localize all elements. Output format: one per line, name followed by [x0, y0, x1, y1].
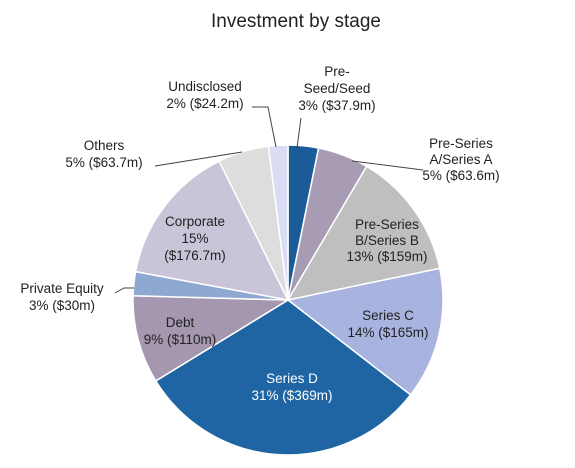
leader-series-a [351, 160, 424, 171]
label-pre-seed-line: Seed/Seed [304, 81, 371, 96]
label-corporate-line: Corporate [165, 214, 225, 229]
label-pre-seed-line: Pre- [324, 64, 350, 79]
leader-private-equity [114, 287, 134, 294]
pie-slice-debt [132, 295, 291, 382]
pie-slices [132, 144, 444, 456]
label-series-b-line: Pre-Series [355, 217, 419, 232]
label-series-b: Pre-Series B/Series B 13% ($159m) [346, 217, 427, 264]
label-debt: Debt 9% ($110m) [144, 315, 217, 347]
label-others-line: 5% ($63.7m) [65, 155, 142, 170]
label-series-d-line: 31% ($369m) [251, 388, 332, 403]
label-series-b-line: B/Series B [355, 233, 419, 248]
label-undisclosed-line: 2% ($24.2m) [166, 96, 243, 111]
label-series-a-line: Pre-Series [429, 136, 493, 151]
label-debt-line: 9% ($110m) [144, 332, 217, 347]
label-series-a-line: A/Series A [429, 152, 492, 167]
label-series-d-line: Series D [266, 371, 318, 386]
pie-slice-corporate [134, 160, 290, 302]
label-private-equity-line: 3% ($30m) [29, 298, 95, 313]
label-private-equity-line: Private Equity [20, 281, 104, 296]
pie-slice-pre-series-b-series-b [286, 165, 441, 302]
label-series-c-line: Series C [362, 308, 414, 323]
label-series-a: Pre-Series A/Series A 5% ($63.6m) [422, 136, 499, 183]
label-series-a-line: 5% ($63.6m) [422, 168, 499, 183]
leader-lines [114, 106, 424, 294]
leader-others [154, 151, 243, 167]
label-pre-seed-line: 3% ($37.9m) [298, 98, 375, 113]
label-series-c-line: 14% ($165m) [347, 325, 428, 340]
label-corporate-line: ($176.7m) [164, 248, 226, 263]
label-undisclosed-line: Undisclosed [168, 79, 242, 94]
pie-slice-series-d [154, 299, 412, 456]
leader-pre-seed [296, 117, 302, 149]
label-corporate-line: 15% [181, 231, 208, 246]
label-others: Others 5% ($63.7m) [65, 138, 142, 170]
label-private-equity: Private Equity 3% ($30m) [20, 281, 104, 313]
chart-title: Investment by stage [211, 11, 381, 32]
label-pre-seed: Pre- Seed/Seed 3% ($37.9m) [298, 64, 375, 113]
label-corporate: Corporate 15% ($176.7m) [164, 214, 226, 263]
label-others-line: Others [84, 138, 125, 153]
slice-labels: Pre-Seed/Seed 3% ($37.9m)Pre-Series A/Seri… [20, 64, 499, 403]
label-series-c: Series C 14% ($165m) [347, 308, 428, 340]
leader-undisclosed [252, 106, 277, 148]
label-series-b-line: 13% ($159m) [346, 249, 427, 264]
pie-slice-series-c [286, 267, 444, 396]
pie-slice-undisclosed [267, 144, 289, 301]
label-undisclosed: Undisclosed 2% ($24.2m) [166, 79, 243, 111]
label-debt-line: Debt [166, 315, 195, 330]
label-series-d: Series D 31% ($369m) [251, 371, 332, 403]
